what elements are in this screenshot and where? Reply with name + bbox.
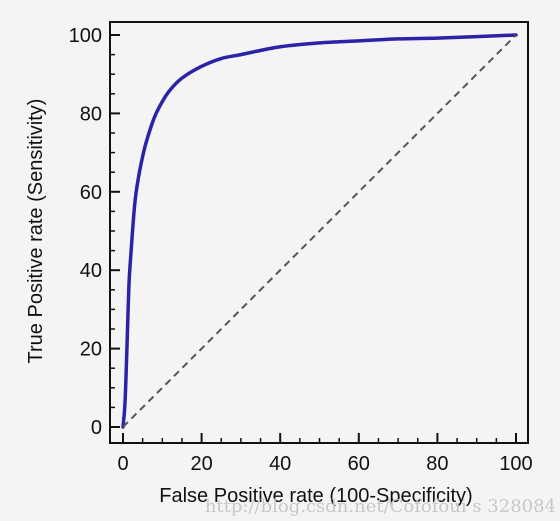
reference-diagonal-line — [122, 34, 517, 428]
roc-curve-point — [181, 77, 183, 79]
y-axis-title: True Positive rate (Sensitivity) — [25, 99, 47, 364]
roc-curve-point — [141, 155, 144, 158]
roc-curve-point — [128, 285, 130, 287]
x-tick-label: 80 — [426, 453, 448, 475]
x-tick-label: 100 — [499, 453, 532, 475]
x-tick-label: 40 — [269, 453, 291, 475]
roc-curve-point — [358, 40, 360, 42]
y-tick-label: 80 — [80, 103, 102, 125]
roc-curve-point — [137, 175, 140, 177]
roc-curve-point — [397, 38, 399, 40]
y-tick-label: 40 — [80, 260, 102, 282]
roc-curve-point — [240, 53, 242, 56]
roc-curve-point — [126, 347, 128, 350]
roc-curve-point — [161, 100, 164, 103]
roc-curve-point — [130, 253, 132, 256]
roc-curve-point — [145, 140, 148, 142]
roc-curve-point — [220, 57, 223, 60]
x-tick-label: 0 — [117, 453, 128, 475]
roc-curve-point — [318, 42, 321, 44]
roc-curve-point — [475, 35, 478, 38]
axes-layer: 0 20 40 60 80 100 0 20 40 60 80 100 — [69, 21, 533, 475]
roc-curve-point — [436, 37, 439, 39]
roc-curve-point — [124, 402, 126, 405]
x-tick-label: 60 — [348, 453, 370, 475]
x-tick-label: 20 — [190, 453, 212, 475]
roc-curve-point — [200, 65, 203, 68]
watermark-text: http://blog.csdn.net/Cofofoui s 328084 — [205, 496, 556, 516]
y-tick-label: 20 — [80, 339, 102, 361]
x-axis-title: False Positive rate (100-Specificity) — [159, 485, 472, 507]
roc-curve-point — [169, 89, 171, 91]
y-tick-label: 100 — [69, 25, 102, 47]
data-layer — [121, 33, 518, 429]
roc-curve-point — [153, 116, 156, 119]
y-tick-label: 60 — [80, 182, 102, 204]
roc-curve-point — [279, 45, 282, 48]
roc-curve-point — [133, 202, 136, 205]
y-tick-label: 0 — [91, 417, 102, 439]
